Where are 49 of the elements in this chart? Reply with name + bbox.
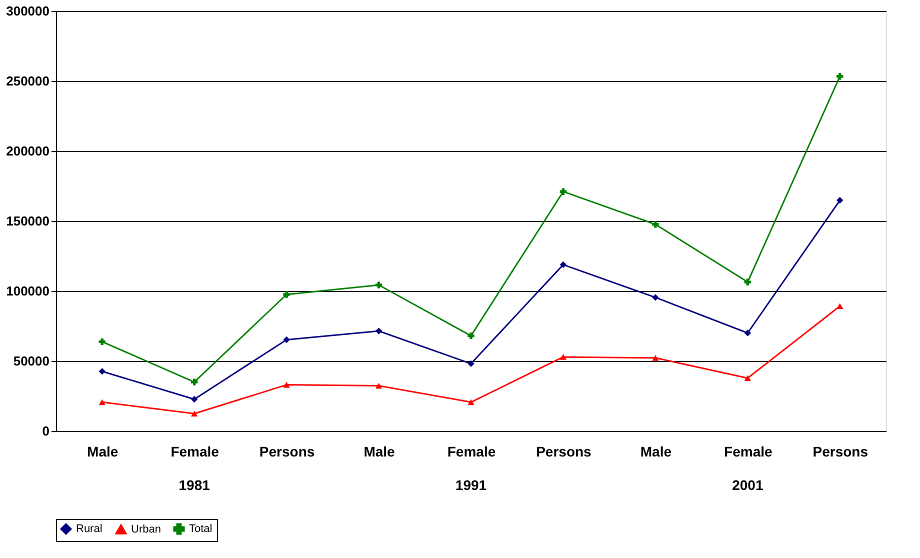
point [190,410,198,417]
point [652,221,659,228]
x-tick-label: Persons [812,444,868,460]
y-tick-label: 300000 [6,4,50,18]
point [98,399,106,406]
legend-label: Rural [76,523,102,535]
x-tick-label: Female [170,444,220,460]
point [98,368,106,375]
x-tick-label: Persons [536,444,592,460]
point [560,354,567,360]
x-tick-label: Female [724,444,773,460]
y-tick-label: 0 [42,424,50,438]
point [98,338,106,346]
x-tick-label: Male [640,444,672,460]
legend-label: Total [189,523,212,535]
point [836,196,844,204]
point [836,303,844,310]
x-tick-label: Male [87,444,118,460]
y-tick-label: 100000 [6,284,50,298]
legend-label: Urban [131,523,161,536]
text: 1981 [178,477,210,493]
y-tick-label: 250000 [6,74,50,88]
point [468,332,474,340]
x-tick-label: Male [364,444,396,460]
point [468,360,474,368]
point [652,294,659,301]
point [744,278,752,286]
x-tick-label: Persons [259,444,315,460]
y-tick-label: 200000 [6,144,50,158]
point [283,291,290,298]
point [283,382,290,388]
point [283,336,290,344]
y-tick-label: 50000 [13,354,50,368]
point [375,382,382,389]
point [560,261,567,268]
point [744,330,752,336]
point [468,399,474,406]
point [375,328,382,334]
point [375,282,382,288]
text: 2001 [732,477,764,493]
x-tick-label: Female [447,444,496,460]
point [190,396,198,403]
point [836,73,844,80]
point [652,355,659,361]
point [744,375,752,381]
point [560,188,567,195]
y-tick-label: 150000 [6,214,50,228]
point [190,378,198,386]
text: 1991 [455,477,487,493]
